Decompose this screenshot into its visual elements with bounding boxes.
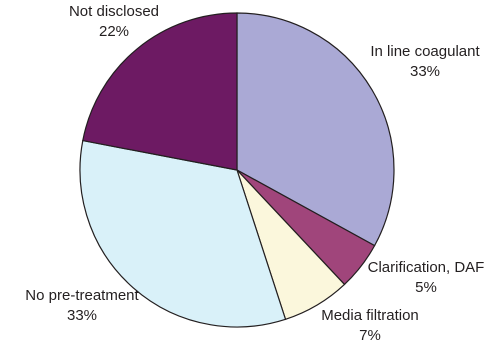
slice-label: Media filtration: [321, 307, 419, 324]
slice-label: Not disclosed: [69, 3, 159, 20]
slice-label: Clarification, DAF: [368, 259, 485, 276]
slice-label: In line coagulant: [370, 43, 480, 60]
pie-slice: [82, 12, 238, 171]
slice-label: No pre-treatment: [25, 287, 139, 304]
slice-value-label: 7%: [359, 327, 381, 341]
slice-value-label: 5%: [415, 279, 437, 296]
slice-value-label: 22%: [99, 23, 129, 40]
pie-slice: [79, 139, 287, 328]
pie-slice: [236, 12, 395, 247]
slice-value-label: 33%: [67, 307, 97, 324]
slice-value-label: 33%: [410, 63, 440, 80]
